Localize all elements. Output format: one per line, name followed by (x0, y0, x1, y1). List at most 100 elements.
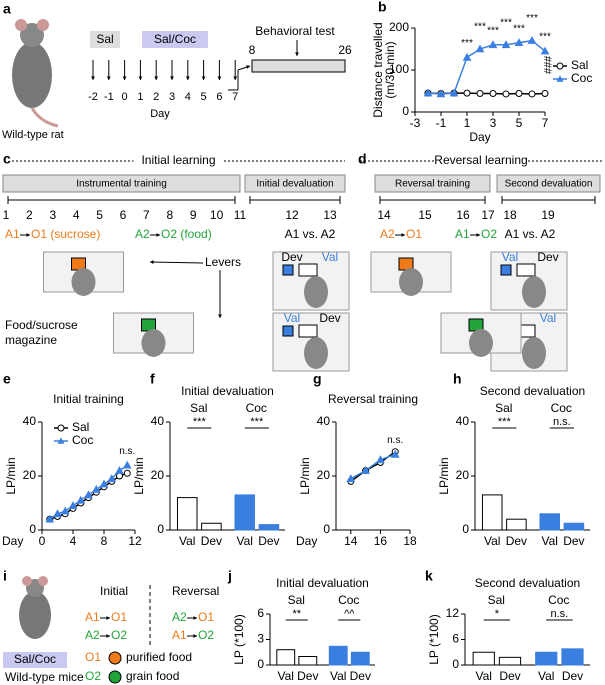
x-tick-label: Val (278, 669, 294, 683)
x-tick-label: 18 (403, 534, 417, 548)
day-number: 3 (49, 208, 56, 222)
point (53, 509, 62, 518)
outcome-label: O1 (406, 227, 422, 241)
day-label: 4 (185, 91, 191, 103)
salcoc-box (142, 31, 208, 48)
magazine (516, 263, 536, 277)
outcome-code: O1 (85, 650, 101, 664)
outcome-dot (108, 670, 122, 684)
phase-box (374, 174, 491, 193)
annotation: *** (250, 416, 264, 428)
panel-letter: d (358, 151, 367, 167)
series-line (350, 453, 396, 480)
arrow-head (170, 76, 174, 80)
annotation: *** (498, 416, 512, 428)
point (488, 40, 498, 49)
outcome-dot (108, 651, 122, 665)
salcoc-label: Sal/Coc (154, 32, 196, 46)
mouse-illustration (19, 576, 51, 639)
rat (522, 276, 546, 308)
arrow-head (201, 76, 206, 80)
y-axis-label: LP/min (437, 457, 451, 494)
header-bg (436, 153, 526, 169)
day-label: 2 (153, 91, 159, 103)
versus-label: A1 vs. A2 (505, 227, 556, 241)
bar (472, 651, 495, 666)
point (122, 460, 132, 469)
point (541, 90, 549, 98)
x-tick-label: Val (237, 534, 253, 548)
point (45, 514, 55, 523)
phase-box (244, 174, 346, 193)
arrow-head (401, 233, 405, 237)
y-tick-label: 0 (257, 657, 264, 671)
annotation: *** (461, 38, 473, 49)
bar (298, 656, 318, 666)
legend-label: Coc (571, 71, 592, 85)
y-tick-label: 0 (157, 522, 164, 536)
bar (350, 651, 370, 666)
day-number: 6 (120, 208, 127, 222)
legend-marker (556, 62, 564, 70)
x-tick-label: 8 (101, 534, 108, 548)
point (376, 455, 385, 464)
point (489, 90, 497, 98)
group-label: Coc (246, 401, 267, 415)
y-tick-label: 20 (23, 468, 37, 482)
bar (561, 648, 584, 666)
section-header: Reversal learning (434, 153, 527, 167)
x-tick-label: 5 (516, 116, 523, 130)
x-tick-label: Val (542, 534, 558, 548)
annotation: *** (513, 23, 525, 34)
rat-illustration (12, 19, 59, 128)
arrow-head (106, 616, 110, 620)
panel-letter: c (3, 151, 11, 167)
animal-label: Wild-type mice (5, 670, 84, 684)
training-rat (399, 268, 423, 296)
x-axis-label: Day (296, 534, 317, 548)
day-number: 1 (3, 208, 10, 222)
y-tick-label: 0 (452, 657, 459, 671)
point (463, 89, 471, 97)
test-end: 26 (338, 43, 352, 57)
day-number: 11 (234, 208, 247, 222)
action-label: A1 (5, 227, 20, 241)
versus-label: A1 vs. A2 (285, 227, 336, 241)
annotation: n.s. (551, 608, 569, 620)
bar (234, 494, 256, 531)
legend-label: Sal (571, 58, 588, 72)
annotation: *** (539, 32, 551, 43)
bar (201, 522, 222, 531)
x-tick-label: Val (484, 534, 500, 548)
phase-label: Instrumental training (76, 179, 167, 190)
point (515, 90, 523, 98)
point (462, 52, 472, 61)
panel-letter: f (150, 371, 155, 387)
test-start: 8 (249, 43, 256, 57)
day-number: 10 (210, 208, 224, 222)
y-tick-label: 6 (257, 606, 264, 620)
panel-letter: j (227, 568, 232, 584)
day-label: 0 (122, 91, 128, 103)
panel-letter: b (378, 0, 387, 15)
point (68, 501, 78, 509)
y-tick-label: 20 (456, 468, 470, 482)
outcome-label: O2 (481, 227, 497, 241)
outcome-name: purified food (126, 650, 192, 664)
phase-title: Initial (100, 584, 128, 598)
x-tick-label: Dev (506, 534, 527, 548)
magazine-label: magazine (5, 333, 57, 347)
chart-title: Second devaluation (480, 384, 585, 398)
x-tick-label: 3 (490, 116, 497, 130)
day-label: 5 (201, 91, 207, 103)
group-label: Sal (190, 401, 207, 415)
arrow-head (193, 634, 197, 638)
y-axis-label: LP (*100) (427, 614, 441, 664)
point (390, 449, 400, 458)
outcome-label: O2 (198, 628, 214, 642)
magazine (298, 324, 318, 338)
point (528, 90, 536, 98)
y-axis-label: Distance travelled (371, 22, 385, 117)
point (84, 490, 93, 499)
